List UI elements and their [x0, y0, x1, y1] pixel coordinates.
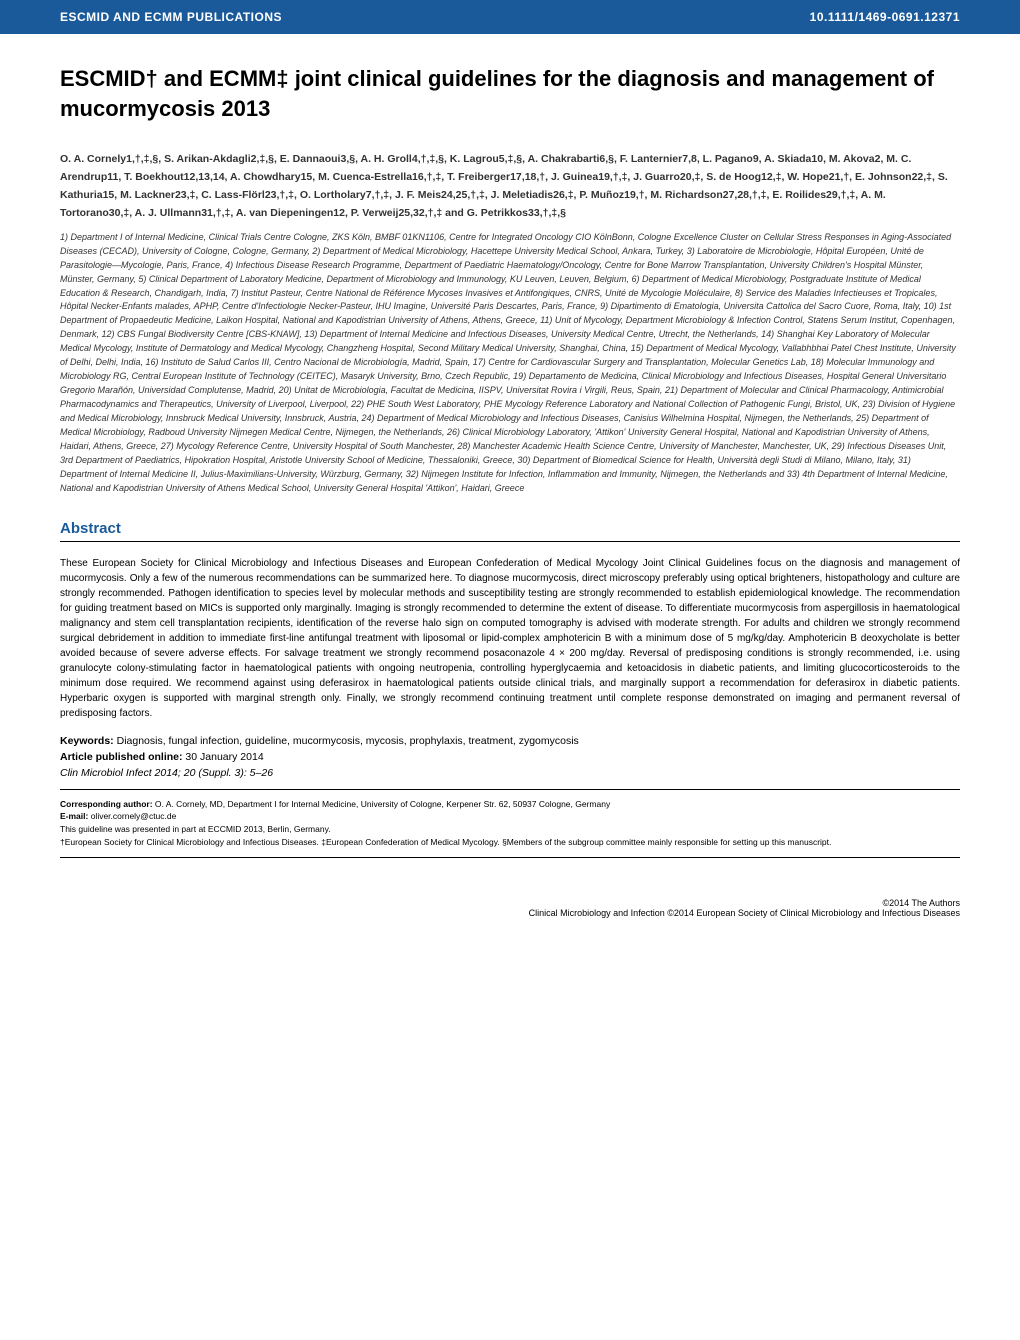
society-footnote: †European Society for Clinical Microbiol…	[60, 836, 960, 849]
abstract-rule	[60, 541, 960, 542]
header-section: ESCMID AND ECMM PUBLICATIONS	[60, 10, 282, 24]
copyright-line-2: Clinical Microbiology and Infection ©201…	[60, 908, 960, 918]
keywords-line: Keywords: Diagnosis, fungal infection, g…	[60, 735, 960, 747]
header-doi: 10.1111/1469-0691.12371	[810, 10, 960, 24]
corresponding-text: O. A. Cornely, MD, Department I for Inte…	[153, 799, 611, 809]
copyright-line-1: ©2014 The Authors	[60, 898, 960, 908]
published-date: 30 January 2014	[183, 751, 264, 763]
author-list: O. A. Cornely1,†,‡,§, S. Arikan-Akdagli2…	[60, 151, 960, 222]
journal-header: ESCMID AND ECMM PUBLICATIONS 10.1111/146…	[0, 0, 1020, 34]
affiliations: 1) Department I of Internal Medicine, Cl…	[60, 231, 960, 496]
footer-rule-bottom	[60, 857, 960, 858]
copyright-footer: ©2014 The Authors Clinical Microbiology …	[0, 886, 1020, 938]
published-online-line: Article published online: 30 January 201…	[60, 751, 960, 763]
footer-rule-top	[60, 789, 960, 790]
corresponding-block: Corresponding author: O. A. Cornely, MD,…	[60, 798, 960, 849]
email-label: E-mail:	[60, 811, 88, 821]
keywords-text: Diagnosis, fungal infection, guideline, …	[114, 735, 579, 747]
article-title: ESCMID† and ECMM‡ joint clinical guideli…	[60, 64, 960, 123]
abstract-heading: Abstract	[60, 520, 960, 537]
citation: Clin Microbiol Infect 2014; 20 (Suppl. 3…	[60, 767, 960, 779]
corresponding-label: Corresponding author:	[60, 799, 153, 809]
abstract-body: These European Society for Clinical Micr…	[60, 556, 960, 721]
presentation-note: This guideline was presented in part at …	[60, 823, 960, 836]
published-label: Article published online:	[60, 751, 183, 763]
corresponding-email: oliver.cornely@ctuc.de	[88, 811, 176, 821]
keywords-label: Keywords:	[60, 735, 114, 747]
